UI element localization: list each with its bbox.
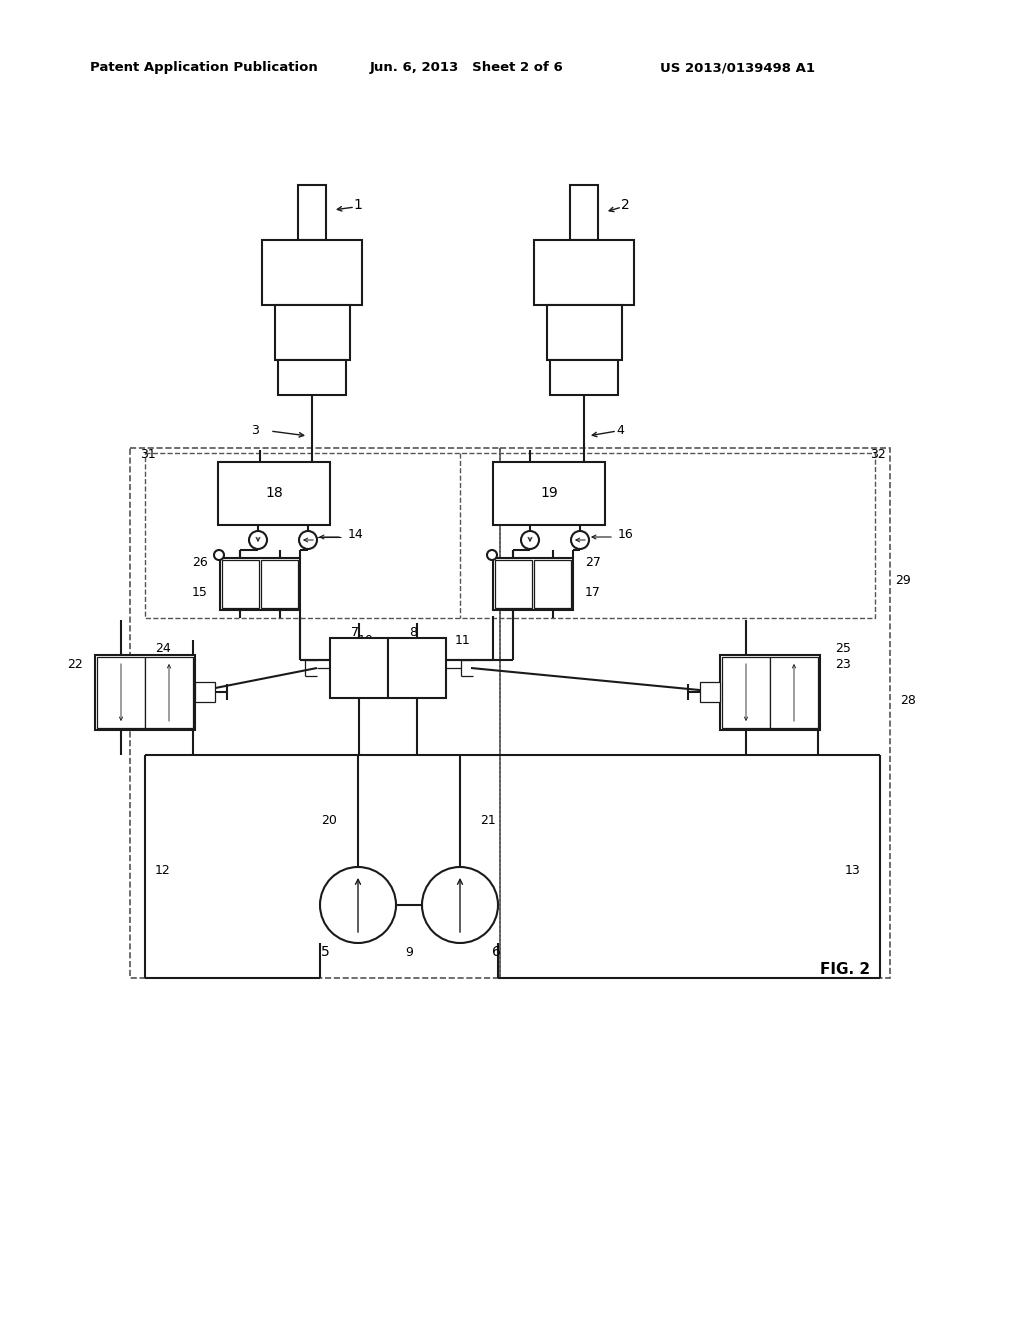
Text: 16: 16 [618,528,634,541]
Text: 17: 17 [585,586,601,599]
Bar [534,560,571,609]
Bar [534,240,634,305]
Text: 13: 13 [844,863,860,876]
Bar [195,682,215,702]
Bar [275,305,350,360]
Text: 24: 24 [155,642,171,655]
Text: 27: 27 [585,557,601,569]
Bar [493,462,605,525]
Circle shape [299,531,317,549]
Bar [550,360,618,395]
Text: Patent Application Publication: Patent Application Publication [90,62,317,74]
Text: 3: 3 [251,424,259,437]
Text: 14: 14 [348,528,364,541]
Bar [97,657,145,729]
Bar [222,560,259,609]
Text: 1: 1 [353,198,362,213]
Text: 15: 15 [193,586,208,599]
Bar [261,560,298,609]
Bar [262,240,362,305]
Text: 5: 5 [322,945,330,960]
Text: 9: 9 [406,945,413,958]
Bar [298,185,326,240]
Text: 11: 11 [455,634,471,647]
Text: 29: 29 [895,573,910,586]
Bar [720,655,820,730]
Circle shape [422,867,498,942]
Text: 28: 28 [900,693,915,706]
Text: 26: 26 [193,557,208,569]
Text: US 2013/0139498 A1: US 2013/0139498 A1 [660,62,815,74]
Text: 18: 18 [265,486,283,500]
Text: 20: 20 [322,813,337,826]
Bar [220,558,300,610]
Text: 4: 4 [616,424,624,437]
Circle shape [571,531,589,549]
Bar [547,305,622,360]
Bar [770,657,818,729]
Text: Jun. 6, 2013   Sheet 2 of 6: Jun. 6, 2013 Sheet 2 of 6 [370,62,564,74]
Text: FIG. 2: FIG. 2 [820,962,870,978]
Text: 8: 8 [409,627,417,639]
Bar [330,638,388,698]
Text: 19: 19 [540,486,558,500]
Bar [493,558,573,610]
Text: 21: 21 [480,813,496,826]
Text: 23: 23 [835,659,851,672]
Text: 31: 31 [140,449,156,462]
Circle shape [521,531,539,549]
Text: 6: 6 [492,945,501,960]
Text: 25: 25 [835,642,851,655]
Bar [570,185,598,240]
Text: 2: 2 [621,198,630,213]
Circle shape [487,550,497,560]
Bar [700,682,720,702]
Bar [130,447,500,978]
Bar [722,657,770,729]
Bar [145,657,193,729]
Text: 12: 12 [155,863,171,876]
Bar [145,453,874,618]
Circle shape [249,531,267,549]
Bar [278,360,346,395]
Text: 22: 22 [68,659,83,672]
Bar [495,560,532,609]
Circle shape [214,550,224,560]
Bar [388,638,446,698]
Text: 7: 7 [351,627,359,639]
Text: 10: 10 [358,634,374,647]
Circle shape [319,867,396,942]
Bar [218,462,330,525]
Bar [95,655,195,730]
Bar [500,447,890,978]
Text: 32: 32 [870,449,886,462]
